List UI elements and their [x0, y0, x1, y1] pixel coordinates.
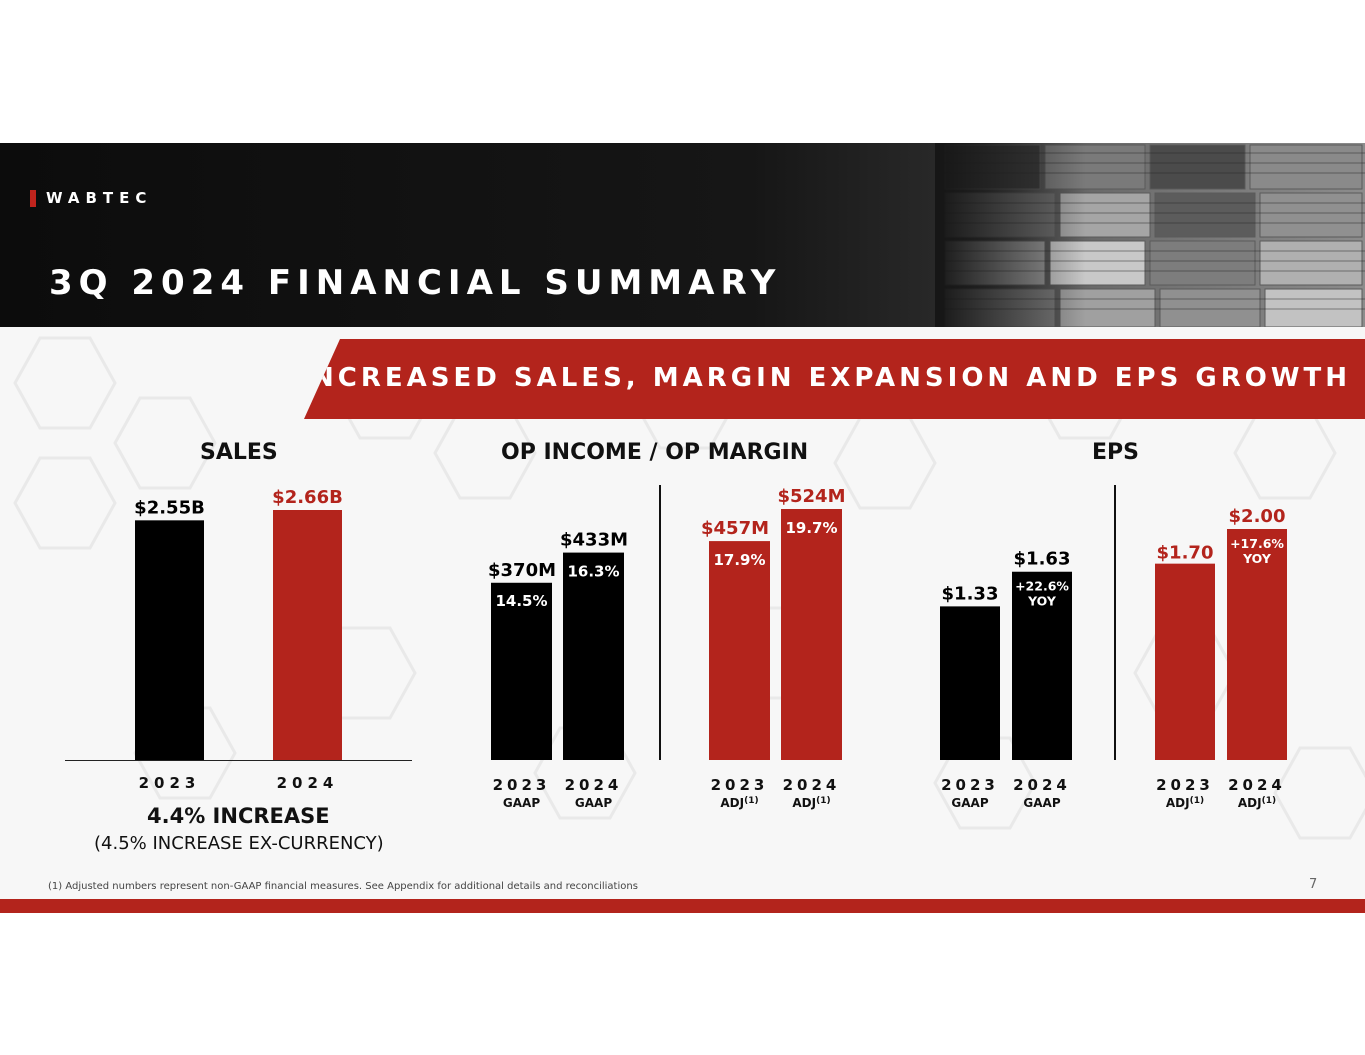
yoy-label-2-3-0: +17.6%	[1230, 536, 1284, 551]
category-sublabel-2-2: ADJ(1)	[1166, 796, 1204, 810]
bar-1-2	[709, 541, 770, 760]
op-income-title: OP INCOME / OP MARGIN	[501, 440, 809, 465]
margin-label-1-0: 14.5%	[495, 592, 547, 610]
bar-2-2	[1155, 563, 1215, 760]
value-label-1-1: $433M	[560, 530, 628, 551]
bar-1-3	[781, 509, 842, 760]
category-label-2-1: 2024	[1013, 776, 1071, 794]
value-label-0-0: $2.55B	[134, 497, 205, 518]
value-label-2-1: $1.63	[1014, 549, 1071, 570]
bottom-bar	[0, 899, 1365, 913]
category-sublabel-2-3: ADJ(1)	[1238, 796, 1276, 810]
category-sublabel-1-1: GAAP	[575, 796, 612, 810]
bar-1-0	[491, 582, 552, 760]
yoy-label-2-1-0: +22.6%	[1015, 579, 1069, 594]
sales-title: SALES	[200, 440, 278, 465]
footnote: (1) Adjusted numbers represent non-GAAP …	[48, 881, 638, 892]
bar-1-1	[563, 552, 624, 760]
value-label-1-2: $457M	[701, 518, 769, 539]
category-label-2-3: 2024	[1228, 776, 1286, 794]
bar-2-3	[1227, 529, 1287, 760]
category-sublabel-1-3: ADJ(1)	[792, 796, 830, 810]
value-label-1-0: $370M	[488, 560, 556, 581]
bar-0-0	[135, 520, 204, 760]
value-label-2-2: $1.70	[1157, 543, 1214, 564]
sales-increase: 4.4% INCREASE	[147, 804, 330, 828]
yoy-label-2-1-1: YOY	[1027, 594, 1057, 609]
superscript-2-2: (1)	[1190, 796, 1205, 806]
category-sublabel-2-1: GAAP	[1023, 796, 1060, 810]
eps-title: EPS	[1092, 440, 1139, 465]
value-label-2-0: $1.33	[942, 583, 999, 604]
category-sublabel-2-0: GAAP	[951, 796, 988, 810]
category-label-1-2: 2023	[711, 776, 769, 794]
financial-charts: $2.55B 2023 $2.66B 2024 $370M 14.5% 2023 GAAP $4…	[65, 485, 1287, 810]
brand-name: WABTEC	[46, 189, 153, 207]
value-label-1-3: $524M	[777, 486, 845, 507]
page-title: 3Q 2024 FINANCIAL SUMMARY	[49, 263, 782, 303]
value-label-0-1: $2.66B	[272, 487, 343, 508]
category-label-1-0: 2023	[493, 776, 551, 794]
margin-label-1-2: 17.9%	[713, 551, 765, 569]
value-label-2-3: $2.00	[1229, 506, 1286, 527]
margin-label-1-3: 19.7%	[785, 519, 837, 537]
category-sublabel-1-2: ADJ(1)	[720, 796, 758, 810]
slide: WABTEC 3Q 2024 FINANCIAL SUMMARY INCREAS…	[0, 143, 1365, 913]
category-label-0-1: 2024	[277, 774, 339, 792]
category-sublabel-1-0: GAAP	[503, 796, 540, 810]
logo-bar	[30, 189, 36, 207]
sales-ex-currency: (4.5% INCREASE EX-CURRENCY)	[94, 833, 384, 854]
category-label-0-0: 2023	[139, 774, 201, 792]
page-number: 7	[1309, 877, 1318, 892]
header-banner: WABTEC 3Q 2024 FINANCIAL SUMMARY	[0, 143, 1365, 327]
margin-label-1-1: 16.3%	[567, 563, 619, 581]
category-label-2-2: 2023	[1156, 776, 1214, 794]
yoy-label-2-3-1: YOY	[1242, 551, 1272, 566]
wabtec-logo: WABTEC	[30, 189, 152, 207]
bar-0-1	[273, 510, 342, 760]
category-label-2-0: 2023	[941, 776, 999, 794]
headline-banner: INCREASED SALES, MARGIN EXPANSION AND EP…	[304, 339, 1365, 419]
category-label-1-1: 2024	[565, 776, 623, 794]
category-label-1-3: 2024	[783, 776, 841, 794]
bar-2-1	[1012, 571, 1072, 760]
shipping-containers-image	[935, 143, 1365, 327]
superscript-1-3: (1)	[816, 796, 831, 806]
headline-text: INCREASED SALES, MARGIN EXPANSION AND EP…	[298, 363, 1351, 393]
superscript-2-3: (1)	[1262, 796, 1277, 806]
superscript-1-2: (1)	[744, 796, 759, 806]
bar-2-0	[940, 606, 1000, 760]
